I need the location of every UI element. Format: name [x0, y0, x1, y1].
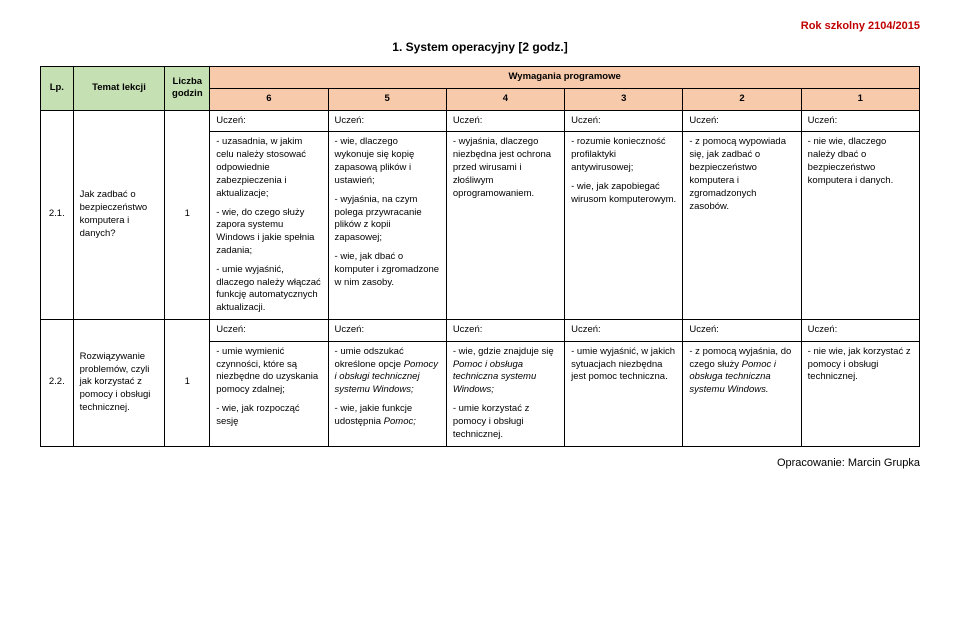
uczen-label: Uczeń:	[446, 320, 564, 342]
row-lp: 2.1.	[41, 110, 74, 319]
requirement-cell: - umie odszukać określone opcje Pomocy i…	[328, 341, 446, 446]
requirements-table: Lp. Temat lekcji Liczba godzin Wymagania…	[40, 66, 920, 447]
col-lp: Lp.	[41, 67, 74, 111]
level-1: 1	[801, 88, 919, 110]
requirement-cell: - wyjaśnia, dlaczego niezbędna jest ochr…	[446, 132, 564, 320]
school-year: Rok szkolny 2104/2015	[40, 20, 920, 32]
row-hours: 1	[165, 320, 210, 447]
col-hours: Liczba godzin	[165, 67, 210, 111]
row-lp: 2.2.	[41, 320, 74, 447]
uczen-label: Uczeń:	[328, 110, 446, 132]
level-2: 2	[683, 88, 801, 110]
level-5: 5	[328, 88, 446, 110]
requirement-cell: - umie wyjaśnić, w jakich sytuacjach nie…	[565, 341, 683, 446]
requirement-cell: - z pomocą wyjaśnia, do czego służy Pomo…	[683, 341, 801, 446]
uczen-label: Uczeń:	[328, 320, 446, 342]
level-4: 4	[446, 88, 564, 110]
level-3: 3	[565, 88, 683, 110]
requirement-cell: - umie wymienić czynności, które są niez…	[210, 341, 328, 446]
col-req-header: Wymagania programowe	[210, 67, 920, 89]
section-title: 1. System operacyjny [2 godz.]	[40, 40, 920, 54]
row-topic: Rozwiązywanie problemów, czyli jak korzy…	[73, 320, 165, 447]
requirement-cell: - nie wie, jak korzystać z pomocy i obsł…	[801, 341, 919, 446]
uczen-label: Uczeń:	[683, 110, 801, 132]
level-6: 6	[210, 88, 328, 110]
uczen-label: Uczeń:	[565, 110, 683, 132]
uczen-label: Uczeń:	[801, 110, 919, 132]
requirement-cell: - nie wie, dlaczego należy dbać o bezpie…	[801, 132, 919, 320]
row-topic: Jak zadbać o bezpieczeństwo komputera i …	[73, 110, 165, 319]
requirement-cell: - wie, gdzie znajduje się Pomoc i obsług…	[446, 341, 564, 446]
requirement-cell: - uzasadnia, w jakim celu należy stosowa…	[210, 132, 328, 320]
uczen-label: Uczeń:	[565, 320, 683, 342]
requirement-cell: - wie, dlaczego wykonuje się kopię zapas…	[328, 132, 446, 320]
uczen-label: Uczeń:	[683, 320, 801, 342]
col-topic: Temat lekcji	[73, 67, 165, 111]
uczen-label: Uczeń:	[801, 320, 919, 342]
row-hours: 1	[165, 110, 210, 319]
uczen-label: Uczeń:	[446, 110, 564, 132]
requirement-cell: - rozumie konieczność profilaktyki antyw…	[565, 132, 683, 320]
requirement-cell: - z pomocą wypowiada się, jak zadbać o b…	[683, 132, 801, 320]
footer-author: Opracowanie: Marcin Grupka	[40, 457, 920, 469]
uczen-label: Uczeń:	[210, 320, 328, 342]
uczen-label: Uczeń:	[210, 110, 328, 132]
